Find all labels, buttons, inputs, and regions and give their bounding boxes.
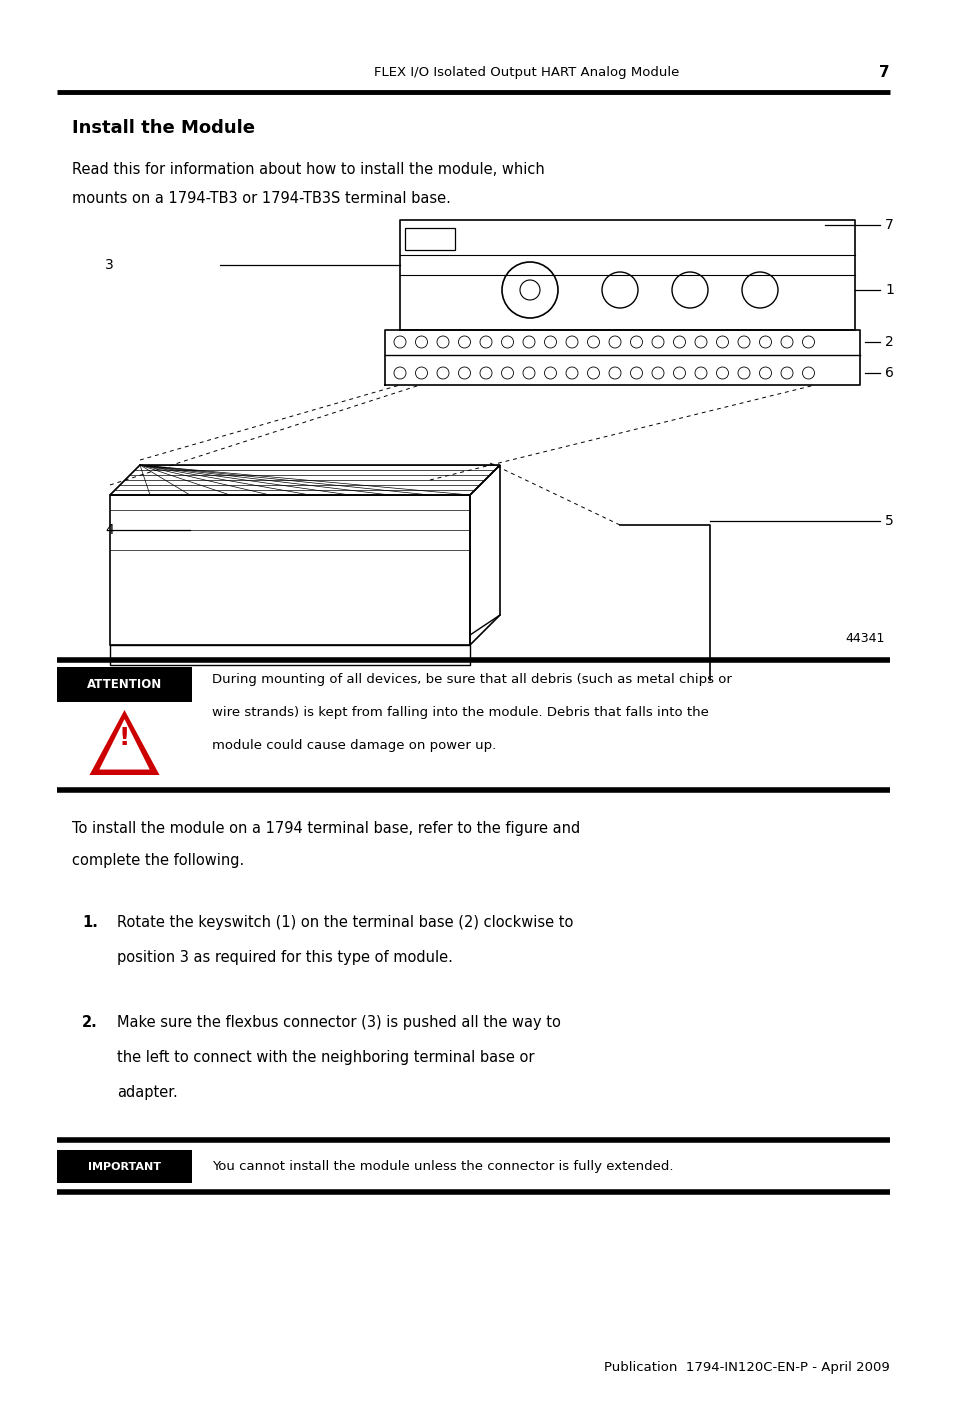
Text: 2: 2 bbox=[884, 335, 893, 349]
Bar bbox=[57, 1150, 192, 1182]
Text: 4: 4 bbox=[105, 523, 113, 537]
Polygon shape bbox=[99, 718, 150, 769]
Text: IMPORTANT: IMPORTANT bbox=[88, 1161, 161, 1171]
Text: mounts on a 1794-TB3 or 1794-TB3S terminal base.: mounts on a 1794-TB3 or 1794-TB3S termin… bbox=[71, 190, 451, 205]
Text: During mounting of all devices, be sure that all debris (such as metal chips or: During mounting of all devices, be sure … bbox=[212, 673, 731, 686]
Text: Make sure the flexbus connector (3) is pushed all the way to: Make sure the flexbus connector (3) is p… bbox=[117, 1015, 560, 1031]
Text: Install the Module: Install the Module bbox=[71, 120, 254, 136]
Text: wire strands) is kept from falling into the module. Debris that falls into the: wire strands) is kept from falling into … bbox=[212, 706, 708, 718]
Text: 5: 5 bbox=[884, 515, 893, 529]
Bar bbox=[57, 666, 192, 702]
Text: To install the module on a 1794 terminal base, refer to the figure and: To install the module on a 1794 terminal… bbox=[71, 821, 579, 835]
Bar bbox=[110, 645, 470, 665]
Text: Read this for information about how to install the module, which: Read this for information about how to i… bbox=[71, 163, 544, 177]
Text: complete the following.: complete the following. bbox=[71, 852, 244, 868]
Text: 2.: 2. bbox=[82, 1015, 97, 1031]
Text: 1.: 1. bbox=[82, 915, 98, 929]
Text: You cannot install the module unless the connector is fully extended.: You cannot install the module unless the… bbox=[212, 1160, 673, 1173]
Text: module could cause damage on power up.: module could cause damage on power up. bbox=[212, 740, 496, 752]
Text: Rotate the keyswitch (1) on the terminal base (2) clockwise to: Rotate the keyswitch (1) on the terminal… bbox=[117, 915, 573, 929]
Bar bbox=[405, 228, 455, 250]
Text: !: ! bbox=[119, 725, 130, 749]
Text: ATTENTION: ATTENTION bbox=[87, 678, 162, 690]
Text: position 3 as required for this type of module.: position 3 as required for this type of … bbox=[117, 950, 453, 965]
Text: Publication  1794-IN120C-EN-P - April 2009: Publication 1794-IN120C-EN-P - April 200… bbox=[603, 1361, 889, 1374]
Text: 7: 7 bbox=[884, 218, 893, 232]
Polygon shape bbox=[90, 710, 159, 775]
Text: 7: 7 bbox=[879, 65, 889, 80]
Text: 6: 6 bbox=[884, 366, 893, 380]
Text: 44341: 44341 bbox=[844, 633, 884, 645]
Text: 1: 1 bbox=[884, 283, 893, 297]
Text: the left to connect with the neighboring terminal base or: the left to connect with the neighboring… bbox=[117, 1050, 534, 1064]
Text: FLEX I/O Isolated Output HART Analog Module: FLEX I/O Isolated Output HART Analog Mod… bbox=[374, 66, 679, 79]
Text: adapter.: adapter. bbox=[117, 1085, 177, 1099]
Text: 3: 3 bbox=[105, 257, 113, 271]
